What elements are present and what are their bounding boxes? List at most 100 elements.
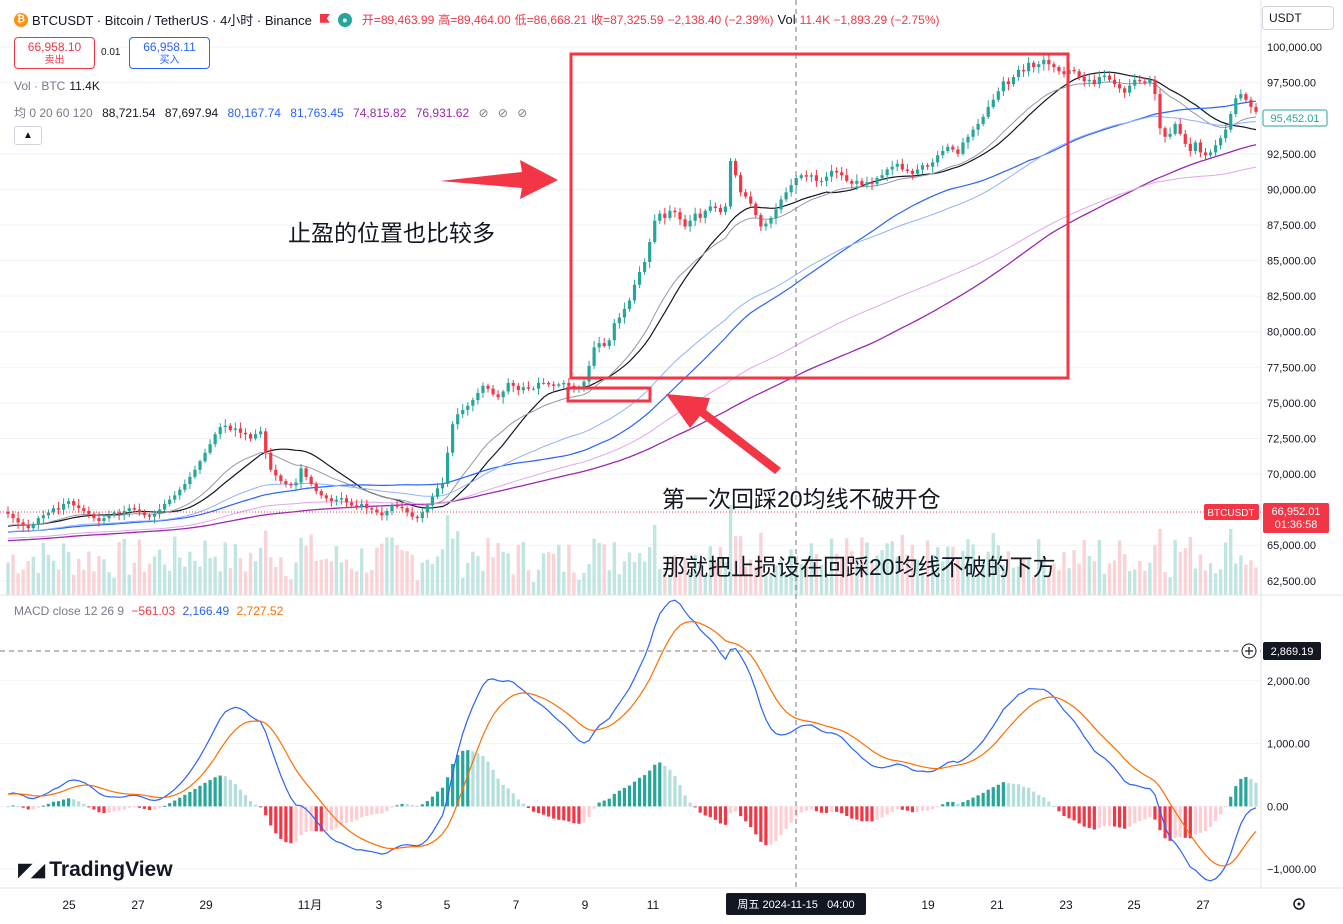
time-scale-labels[interactable]: 25 27 29 11月 3 5 7 9 11 19 21 23 25 27 bbox=[62, 898, 1210, 912]
macd-signal-value: 2,727.52 bbox=[236, 604, 284, 618]
macd-histogram-bar bbox=[920, 806, 925, 811]
candle-body bbox=[415, 516, 419, 519]
macd-histogram-bar bbox=[536, 806, 541, 814]
macd-scale-labels[interactable]: 2,000.00 1,000.00 0.00 −1,000.00 bbox=[1267, 676, 1316, 876]
volume-bar bbox=[1057, 570, 1061, 595]
macd-histogram-bar bbox=[572, 806, 576, 824]
macd-histogram-bar bbox=[349, 806, 354, 822]
entry-zone-box bbox=[566, 386, 652, 403]
bar-countdown: 01:36:58 bbox=[1275, 519, 1318, 531]
volume-bar bbox=[809, 543, 814, 595]
volume-bar bbox=[880, 550, 884, 595]
macd-histogram-bar bbox=[531, 806, 536, 812]
candle-body bbox=[1016, 69, 1021, 77]
candle-body bbox=[718, 207, 723, 213]
macd-indicator-legend[interactable]: MACD close 12 26 9 −561.03 2,166.49 2,72… bbox=[14, 604, 287, 618]
candle-body bbox=[274, 469, 278, 476]
ma-value-5: 76,931.62 bbox=[415, 106, 470, 120]
moving-average-line bbox=[7, 81, 1257, 527]
macd-histogram-bar bbox=[1163, 806, 1167, 839]
candle-body bbox=[405, 508, 409, 513]
volume-indicator-legend[interactable]: Vol · BTC 11.4K bbox=[14, 79, 100, 93]
volume-bar bbox=[895, 556, 899, 595]
candle-body bbox=[506, 382, 510, 392]
macd-histogram-bar bbox=[279, 806, 283, 839]
volume-bar bbox=[137, 539, 142, 595]
symbol-tag: BTCUSDT bbox=[1207, 508, 1254, 519]
volume-bar bbox=[1016, 566, 1021, 595]
volume-bar bbox=[829, 538, 834, 595]
macd-histogram-bar bbox=[496, 778, 500, 807]
macd-histogram-bar bbox=[632, 781, 637, 807]
volume-bar bbox=[228, 567, 233, 595]
volume-bar bbox=[289, 579, 293, 595]
volume-bar bbox=[1249, 560, 1253, 595]
macd-histogram-bar bbox=[663, 765, 667, 807]
volume-bar bbox=[865, 542, 869, 595]
candle-body bbox=[1249, 99, 1253, 107]
candle-body bbox=[375, 509, 379, 513]
candle-body bbox=[688, 220, 692, 227]
symbol-title[interactable]: BTCUSDT · Bitcoin / TetherUS · 4小时 · Bin… bbox=[32, 13, 312, 28]
macd-histogram-bar bbox=[67, 798, 71, 807]
volume-bar bbox=[405, 551, 409, 595]
macd-histogram-bar bbox=[789, 806, 793, 823]
volume-bar bbox=[976, 574, 980, 595]
ma-indicator-legend[interactable]: 均 0 20 60 120 88,721.54 87,697.94 80,167… bbox=[14, 104, 533, 121]
candle-body bbox=[865, 182, 869, 186]
hidden-eye-icon[interactable]: ⊘ bbox=[478, 106, 489, 120]
candle-body bbox=[663, 213, 667, 218]
hidden-eye-icon[interactable]: ⊘ bbox=[517, 106, 528, 120]
candle-body bbox=[390, 505, 394, 512]
symbol-header[interactable]: ₿ BTCUSDT · Bitcoin / TetherUS · 4小时 · B… bbox=[14, 10, 940, 29]
candle-body bbox=[1037, 64, 1041, 68]
volume-bar bbox=[1006, 551, 1011, 595]
collapse-legend-button[interactable]: ▲ bbox=[14, 126, 42, 145]
volume-bar bbox=[450, 538, 455, 595]
macd-histogram-bar bbox=[703, 806, 707, 816]
currency-select[interactable]: USDT bbox=[1262, 6, 1334, 30]
macd-histogram-bar bbox=[951, 801, 955, 807]
candle-body bbox=[481, 385, 485, 393]
volume-bar bbox=[986, 551, 990, 595]
candle-body bbox=[986, 106, 990, 117]
volume-bar bbox=[925, 540, 930, 595]
macd-histogram-bar bbox=[627, 785, 632, 807]
volume-bar bbox=[203, 540, 207, 595]
ma-value-3: 81,763.45 bbox=[290, 106, 344, 120]
tradingview-logo[interactable]: ◤◢ TradingView bbox=[18, 858, 173, 882]
buy-button[interactable]: 66,958.11 买入 bbox=[129, 37, 210, 69]
sell-button[interactable]: 66,958.10 卖出 bbox=[14, 37, 95, 69]
macd-histogram-bar bbox=[476, 753, 480, 807]
hidden-eye-icon[interactable]: ⊘ bbox=[497, 106, 508, 120]
macd-histogram-bar bbox=[405, 804, 409, 807]
volume-bar bbox=[769, 573, 773, 595]
macd-histogram-bar bbox=[395, 805, 399, 807]
volume-bar bbox=[167, 570, 172, 595]
candle-body bbox=[860, 180, 864, 186]
macd-histogram-bar bbox=[890, 806, 894, 812]
volume-bar bbox=[92, 571, 96, 595]
flag-icon[interactable] bbox=[319, 14, 330, 25]
macd-histogram-bar bbox=[875, 806, 879, 820]
gear-icon[interactable] bbox=[1293, 898, 1305, 910]
candle-body bbox=[435, 488, 440, 497]
macd-histogram-bar bbox=[430, 796, 435, 807]
volume-bar bbox=[1072, 550, 1076, 595]
candle-body bbox=[87, 511, 91, 514]
candle-body bbox=[259, 431, 263, 435]
candle-body bbox=[16, 518, 20, 523]
candle-body bbox=[1092, 79, 1096, 85]
volume-bar bbox=[400, 549, 404, 595]
volume-bar bbox=[1158, 529, 1162, 595]
price-scale-label: 72,500.00 bbox=[1267, 433, 1316, 445]
macd-histogram-bar bbox=[688, 802, 692, 807]
macd-histogram-bar bbox=[824, 806, 829, 813]
volume-bar bbox=[647, 547, 652, 595]
candle-body bbox=[309, 476, 313, 484]
arrow-up-left-icon bbox=[666, 394, 781, 474]
volume-bar bbox=[708, 546, 713, 595]
volume-bar bbox=[930, 554, 935, 595]
macd-histogram-bar bbox=[163, 805, 167, 807]
